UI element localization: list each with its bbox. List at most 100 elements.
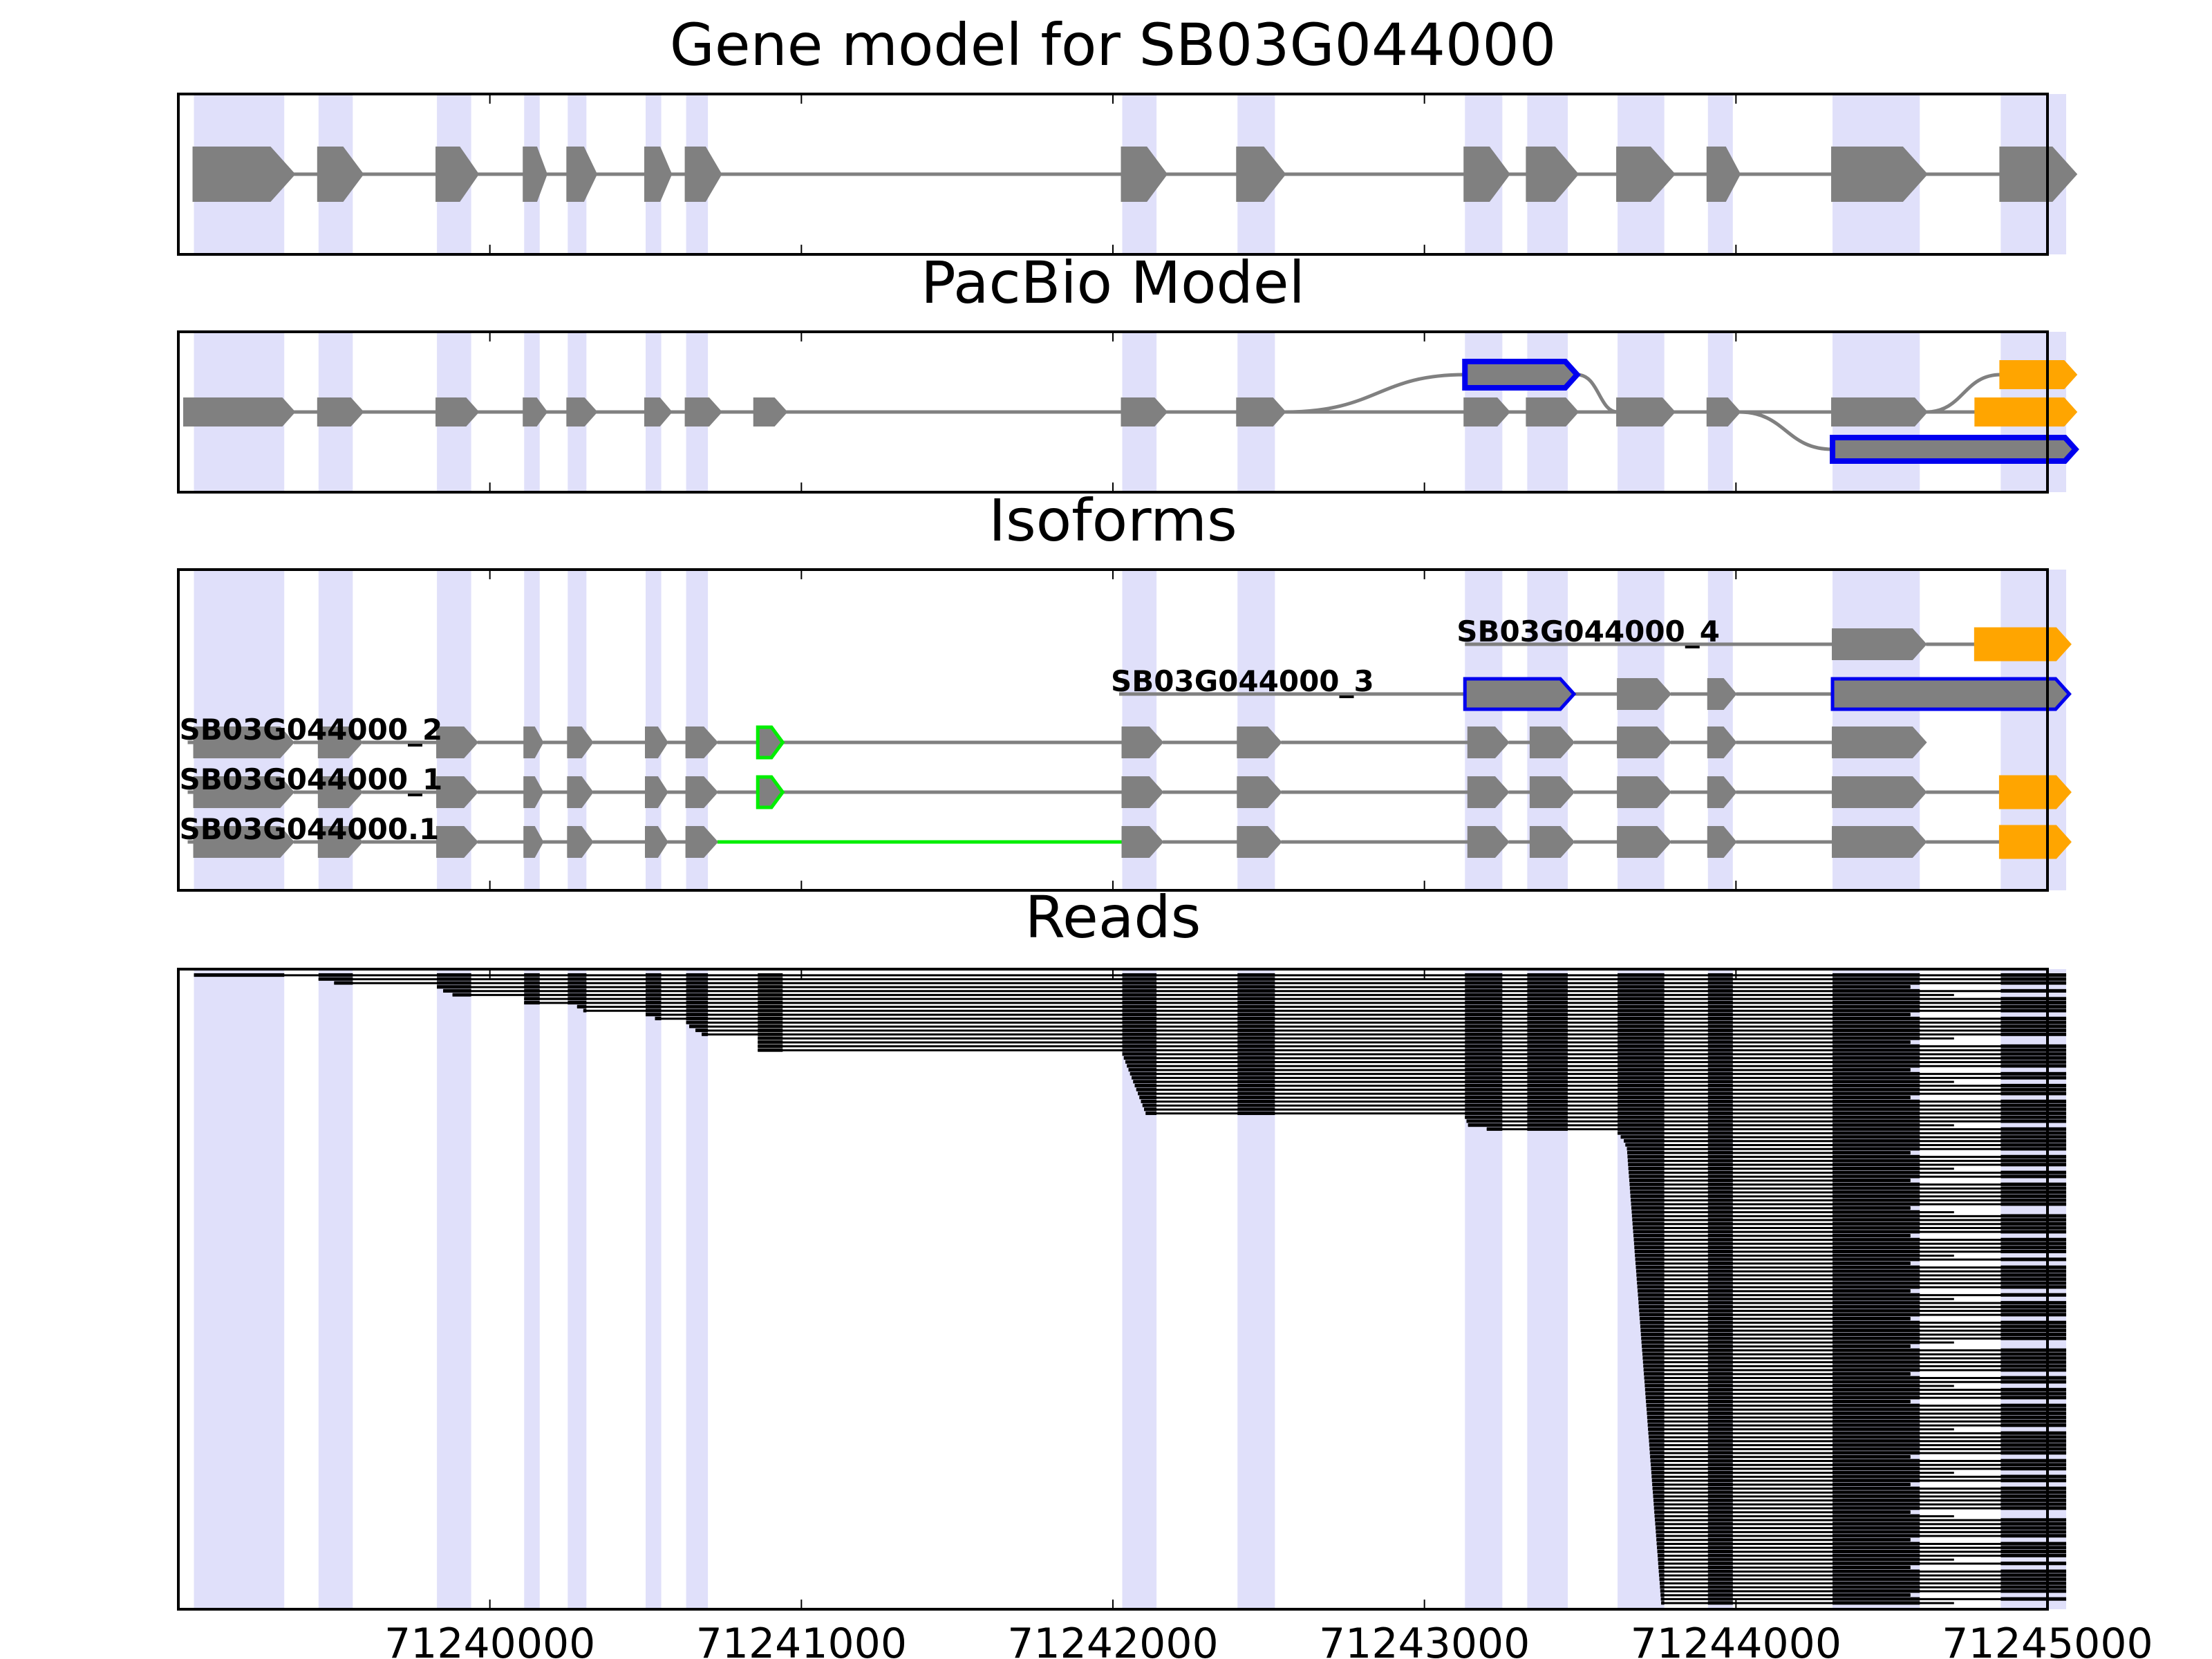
read-block <box>1833 997 1920 1001</box>
read-block <box>1618 1127 1665 1131</box>
read-block <box>1833 1463 1920 1467</box>
x-tick-label: 71241000 <box>696 1620 907 1659</box>
read-block <box>1833 1194 1920 1199</box>
read-block <box>1465 993 1503 997</box>
read-block <box>1707 1198 1733 1202</box>
read-block <box>1527 997 1568 1001</box>
read-block <box>1527 993 1568 997</box>
exon-block <box>567 727 594 758</box>
read-block <box>1833 1360 1920 1364</box>
read-block <box>524 993 540 997</box>
exon-block <box>435 397 480 427</box>
read-block <box>1833 1091 1920 1096</box>
read-block <box>1707 1399 1733 1404</box>
read-block <box>1707 977 1733 981</box>
read-block <box>1833 1154 1920 1159</box>
read-block <box>1707 1221 1733 1226</box>
read-block <box>1707 1380 1733 1384</box>
panel-title-pacbio-model: PacBio Model <box>921 249 1305 317</box>
read-block <box>1833 1344 1911 1349</box>
read-block <box>1707 1064 1733 1068</box>
read-block <box>2000 1352 2067 1356</box>
exon-block <box>1998 775 2072 809</box>
read-block <box>1833 1179 1911 1183</box>
read-block <box>2000 1064 2067 1068</box>
read-block <box>1465 1052 1503 1056</box>
read-block <box>1527 1024 1568 1029</box>
read-block <box>1128 1068 1157 1072</box>
read-block <box>1651 1463 1665 1467</box>
read-block <box>1707 1447 1733 1451</box>
read-block <box>1618 1024 1665 1029</box>
read-block <box>1618 1096 1665 1100</box>
read-block <box>1237 977 1275 981</box>
read-block <box>1707 1593 1733 1597</box>
read-block <box>1707 1467 1733 1471</box>
read-block <box>1833 1301 1920 1305</box>
read-block <box>2000 1107 2067 1112</box>
read-block <box>1659 1577 1665 1582</box>
read-block <box>1833 1447 1920 1451</box>
read-block <box>2000 1329 2067 1333</box>
read-block <box>1465 1107 1503 1112</box>
exon-block <box>523 147 547 202</box>
exon-block <box>436 826 478 858</box>
read-block <box>1618 1056 1665 1060</box>
read-block <box>1833 1348 1920 1352</box>
read-block <box>1833 1546 1920 1550</box>
read-block <box>2000 1301 2067 1305</box>
read-block <box>2000 1135 2067 1139</box>
read-block <box>1833 1494 1920 1499</box>
read-block <box>1707 1289 1733 1293</box>
read-block <box>1707 1522 1733 1526</box>
read-block <box>1833 1174 1920 1179</box>
read-block <box>686 973 709 977</box>
read-block <box>758 1009 783 1013</box>
read-block <box>1833 1115 1920 1119</box>
read-block <box>646 977 662 981</box>
read-block <box>1707 1016 1733 1020</box>
exon-block <box>1121 826 1164 858</box>
read-block <box>1465 1013 1503 1017</box>
read-block <box>1618 1115 1665 1119</box>
read-block <box>1629 1186 1665 1190</box>
highlight-band <box>318 969 353 1609</box>
read-block <box>1237 1056 1275 1060</box>
read-block <box>2000 1419 2067 1423</box>
read-block <box>1707 1470 1733 1474</box>
read-block <box>1237 988 1275 993</box>
read-block <box>1707 1502 1733 1506</box>
read-block <box>1660 1589 1665 1593</box>
read-block <box>1833 1206 1911 1210</box>
read-block <box>1707 1241 1733 1246</box>
read-block <box>1833 1396 1920 1400</box>
read-block <box>2000 1221 2067 1226</box>
read-block <box>1122 977 1157 981</box>
exon-block <box>1467 776 1510 808</box>
read-block <box>2000 1048 2067 1052</box>
read-block <box>1707 1569 1733 1573</box>
read-block <box>1707 1304 1733 1309</box>
read-block <box>1632 1218 1665 1222</box>
read-block <box>437 977 471 981</box>
read-block <box>1833 1262 1911 1266</box>
read-block <box>1656 1530 1665 1534</box>
exon-block <box>523 397 548 427</box>
x-tick-labels: 71240000 71241000 71242000 71243000 7124… <box>384 1620 2153 1659</box>
read-block <box>1527 1127 1568 1131</box>
read-block <box>1139 1096 1157 1100</box>
read-block <box>1631 1214 1665 1218</box>
isoforms-panel <box>177 568 2072 892</box>
exon-block <box>645 776 668 808</box>
read-block <box>1642 1344 1665 1349</box>
read-block <box>1707 1332 1733 1336</box>
read-block <box>1122 1000 1157 1005</box>
read-block <box>1833 1016 1920 1020</box>
read-block <box>1527 1119 1568 1123</box>
read-block <box>2000 1451 2067 1455</box>
read-block <box>1833 1060 1920 1064</box>
read-block <box>1833 1459 1920 1463</box>
read-block <box>2000 1202 2067 1206</box>
read-block <box>1833 1412 1920 1416</box>
read-block <box>1142 1103 1157 1107</box>
